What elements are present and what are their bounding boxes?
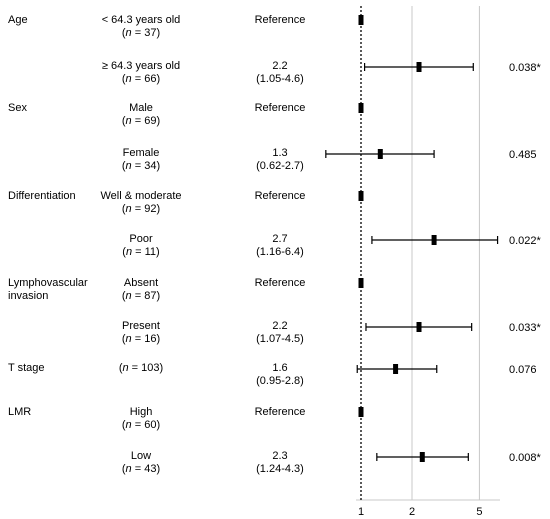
variable-label: Sex bbox=[8, 102, 27, 114]
group-label: Present bbox=[122, 320, 160, 332]
sample-size-label: (n = 11) bbox=[122, 246, 160, 258]
variable-label: T stage bbox=[8, 362, 45, 374]
confidence-interval-label: (0.95-2.8) bbox=[256, 375, 304, 387]
confidence-interval-label: (0.62-2.7) bbox=[256, 160, 304, 172]
hazard-ratio-point bbox=[416, 62, 422, 72]
sample-size-label: (n = 66) bbox=[121, 73, 161, 85]
hazard-ratio-point bbox=[419, 452, 425, 462]
hazard-ratio-label: 2.7 bbox=[272, 233, 288, 245]
confidence-interval-label: (1.24-4.3) bbox=[256, 463, 304, 475]
reference-point bbox=[358, 103, 364, 113]
reference-point bbox=[358, 191, 364, 201]
hazard-ratio-label: 2.3 bbox=[272, 450, 288, 462]
sample-size-label: (n = 103) bbox=[118, 362, 164, 374]
p-value-label: 0.038* bbox=[509, 62, 541, 74]
hazard-ratio-label: 2.2 bbox=[272, 320, 288, 332]
sample-size-label: (n = 37) bbox=[121, 27, 161, 39]
hazard-ratio-point bbox=[431, 235, 437, 245]
x-tick-label: 5 bbox=[476, 506, 482, 518]
variable-label: LMR bbox=[8, 406, 32, 418]
hazard-ratio-point bbox=[393, 364, 399, 374]
hazard-ratio-label: Reference bbox=[254, 102, 306, 114]
group-label: Well & moderate bbox=[100, 190, 182, 202]
reference-point bbox=[358, 15, 364, 25]
p-value-label: 0.008* bbox=[509, 452, 541, 464]
reference-point bbox=[358, 278, 364, 288]
group-label: Poor bbox=[129, 233, 153, 245]
x-tick-label: 2 bbox=[409, 506, 415, 518]
group-label: Female bbox=[122, 147, 160, 159]
hazard-ratio-label: 1.3 bbox=[272, 147, 288, 159]
hazard-ratio-label: Reference bbox=[254, 277, 306, 289]
x-tick-label: 1 bbox=[358, 506, 364, 518]
p-value-label: 0.033* bbox=[509, 322, 541, 334]
p-value-label: 0.076 bbox=[509, 364, 537, 376]
variable-label: invasion bbox=[8, 290, 49, 302]
sample-size-label: (n = 87) bbox=[121, 290, 161, 302]
group-label: < 64.3 years old bbox=[101, 14, 181, 26]
sample-size-label: (n = 34) bbox=[121, 160, 161, 172]
hazard-ratio-label: Reference bbox=[254, 190, 306, 202]
p-value-label: 0.022* bbox=[509, 235, 541, 247]
hazard-ratio-label: 1.6 bbox=[272, 362, 288, 374]
variable-label: Age bbox=[8, 14, 28, 26]
confidence-interval-label: (1.05-4.6) bbox=[256, 73, 304, 85]
sample-size-label: (n = 43) bbox=[121, 463, 161, 475]
hazard-ratio-point bbox=[416, 322, 422, 332]
sample-size-label: (n = 60) bbox=[121, 419, 161, 431]
variable-label: Lymphovascular bbox=[8, 277, 88, 289]
hazard-ratio-label: Reference bbox=[254, 406, 306, 418]
group-label: ≥ 64.3 years old bbox=[101, 60, 181, 72]
group-label: Low bbox=[130, 450, 152, 462]
group-label: Absent bbox=[123, 277, 159, 289]
group-label: Male bbox=[129, 102, 153, 114]
group-label: High bbox=[129, 406, 153, 418]
hazard-ratio-label: Reference bbox=[254, 14, 306, 26]
sample-size-label: (n = 69) bbox=[121, 115, 161, 127]
p-value-label: 0.485 bbox=[509, 149, 537, 161]
sample-size-label: (n = 16) bbox=[121, 333, 161, 345]
confidence-interval-label: (1.16-6.4) bbox=[256, 246, 304, 258]
confidence-interval-label: (1.07-4.5) bbox=[256, 333, 304, 345]
sample-size-label: (n = 92) bbox=[121, 203, 161, 215]
reference-point bbox=[358, 407, 364, 417]
hazard-ratio-label: 2.2 bbox=[272, 60, 288, 72]
variable-label: Differentiation bbox=[8, 190, 76, 202]
hazard-ratio-point bbox=[377, 149, 383, 159]
